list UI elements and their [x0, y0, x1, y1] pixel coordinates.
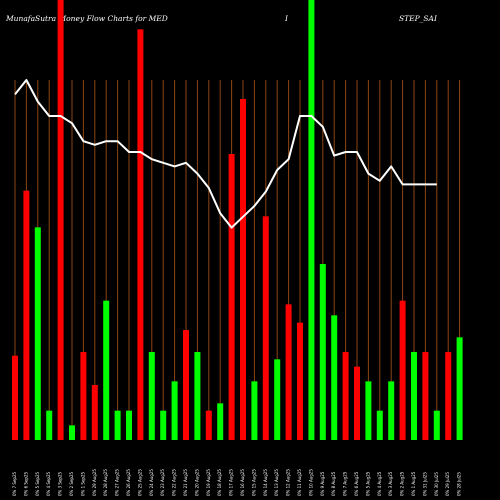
bar-up: [388, 381, 395, 440]
bar-down: [137, 29, 144, 440]
x-tick-label: 0% 19 Aug25: [206, 469, 211, 496]
x-tick-label: 0% 5 Aug25: [365, 471, 370, 496]
line-layer: [14, 79, 437, 229]
bar-up: [69, 425, 75, 440]
bar-down: [240, 99, 246, 440]
x-tick-label: 0% 28 Aug25: [103, 469, 108, 496]
x-tick-label: 0% 30 Jul25: [434, 472, 439, 496]
bar-down: [80, 352, 87, 440]
bar-up: [103, 300, 110, 440]
bar-down: [12, 355, 18, 440]
bar-up: [376, 410, 383, 440]
x-tick-label: 0% 13 Aug25: [274, 469, 279, 496]
x-tick-label: 0% 23 Aug25: [160, 469, 165, 496]
bar-down: [57, 0, 64, 440]
bar-down: [342, 352, 349, 440]
x-tick-label: 0% 7 Aug25: [343, 471, 348, 496]
x-tick-label: 0% 18 Aug25: [217, 469, 222, 496]
bar-up: [194, 352, 201, 440]
x-tick-label: 0% 5 Sep25: [35, 471, 40, 496]
bar-up: [171, 381, 178, 440]
x-tick-labels: 0% 7 Sep25 0% 6 Sep25 0% 5 Sep25 0% 4 Sep25…: [12, 469, 462, 496]
bar-down: [23, 190, 30, 440]
bar-down: [354, 366, 360, 440]
money-flow-line: [14, 79, 437, 229]
bar-down: [285, 304, 292, 440]
bar-up: [308, 0, 315, 440]
x-tick-label: 0% 2 Sep25: [69, 471, 74, 496]
x-tick-label: 0% 6 Sep25: [23, 471, 28, 496]
x-tick-label: 0% 16 Aug25: [240, 469, 245, 496]
x-tick-label: 0% 3 Sep25: [58, 471, 63, 496]
x-tick-label: 0% 31 Jul25: [422, 472, 427, 496]
x-tick-label: 0% 11 Aug25: [297, 469, 302, 496]
bar-up: [365, 381, 372, 440]
x-tick-label: 0% 15 Aug25: [251, 469, 256, 496]
bar-up: [251, 381, 258, 440]
bar-down: [399, 300, 406, 440]
bar-down: [262, 216, 269, 440]
chart-title-symbol: STEP_SAI: [399, 14, 437, 23]
x-tick-label: 0% 27 Aug25: [115, 469, 120, 496]
x-tick-label: 0% 1 Sep25: [80, 471, 85, 496]
x-tick-label: 0% 1 Aug25: [411, 471, 416, 496]
x-tick-label: 0% 8 Aug25: [331, 471, 336, 496]
x-tick-label: 0% 7 Sep25: [12, 471, 17, 496]
chart-title-middle: I: [285, 14, 288, 23]
x-tick-label: 0% 6 Aug25: [354, 471, 359, 496]
bar-up: [148, 352, 155, 440]
bar-down: [91, 385, 98, 440]
bar-up: [34, 227, 41, 440]
bar-up: [433, 410, 440, 440]
x-tick-label: 0% 26 Aug25: [126, 469, 131, 496]
bar-up: [160, 410, 167, 440]
bar-down: [183, 330, 189, 440]
x-tick-label: 0% 9 Aug25: [320, 471, 325, 496]
x-tick-label: 0% 12 Aug25: [286, 469, 291, 496]
x-tick-label: 0% 29 Aug25: [92, 469, 97, 496]
x-tick-label: 0% 3 Aug25: [388, 471, 393, 496]
bar-down: [297, 322, 303, 440]
x-tick-label: 0% 29 Jul25: [445, 472, 450, 496]
bar-down: [228, 154, 235, 440]
bar-up: [456, 337, 463, 440]
bar-up: [126, 410, 132, 440]
x-tick-label: 0% 22 Aug25: [172, 469, 177, 496]
x-tick-label: 0% 24 Aug25: [149, 469, 154, 496]
chart-title: MunafaSutra Money Flow Charts for MED: [6, 14, 168, 23]
x-tick-label: 0% 2 Aug25: [400, 471, 405, 496]
x-tick-label: 0% 20 Aug25: [194, 469, 199, 496]
x-tick-label: 0% 4 Sep25: [46, 471, 51, 496]
bar-down: [205, 410, 212, 440]
x-tick-label: 0% 10 Aug25: [308, 469, 313, 496]
bar-up: [411, 352, 417, 440]
x-tick-label: 0% 28 Jul25: [457, 472, 462, 496]
x-tick-label: 0% 14 Aug25: [263, 469, 268, 496]
x-tick-label: 0% 21 Aug25: [183, 469, 188, 496]
bar-down: [445, 352, 452, 440]
bar-up: [331, 315, 338, 440]
bar-down: [422, 352, 429, 440]
x-tick-label: 0% 25 Aug25: [137, 469, 142, 496]
bar-layer: [12, 0, 463, 440]
bar-up: [114, 410, 121, 440]
bar-up: [274, 359, 281, 440]
x-tick-label: 0% 17 Aug25: [229, 469, 234, 496]
bar-up: [217, 403, 224, 440]
bar-up: [46, 410, 53, 440]
bar-up: [319, 264, 326, 440]
x-tick-label: 0% 4 Aug25: [377, 471, 382, 496]
